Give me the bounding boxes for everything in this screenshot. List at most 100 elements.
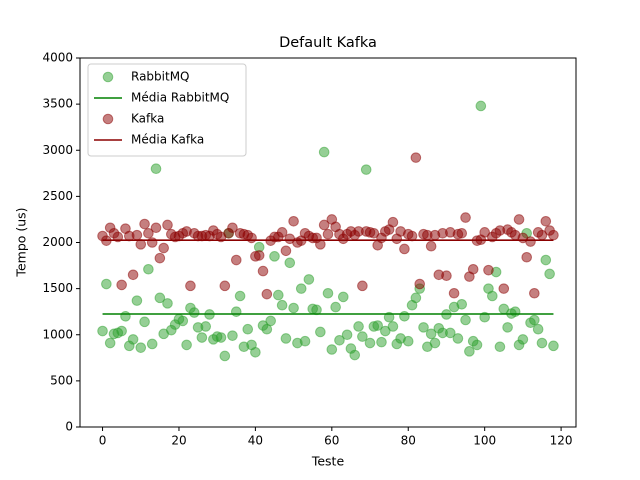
x-tick-label: 80: [401, 434, 416, 448]
x-axis-label: Teste: [311, 454, 345, 469]
x-tick-label: 0: [99, 434, 107, 448]
data-point: [425, 328, 437, 340]
data-point: [418, 322, 429, 333]
data-point: [177, 315, 189, 327]
legend-label: Kafka: [131, 112, 164, 126]
data-point: [467, 263, 479, 275]
data-point: [357, 331, 368, 342]
data-point: [261, 288, 273, 300]
data-point: [387, 216, 399, 228]
data-point: [532, 323, 544, 335]
data-point: [337, 291, 349, 303]
data-point: [456, 299, 468, 310]
data-point: [273, 289, 284, 301]
data-point: [276, 299, 288, 311]
data-point: [276, 227, 288, 238]
data-point: [215, 332, 227, 343]
data-point: [360, 164, 372, 175]
data-point: [150, 222, 162, 234]
data-point: [318, 146, 330, 158]
y-tick-label: 500: [50, 373, 73, 387]
data-point: [544, 268, 555, 280]
data-point: [230, 306, 242, 317]
data-point: [284, 257, 296, 269]
data-point: [380, 325, 391, 337]
data-point: [529, 314, 540, 326]
y-tick-label: 4000: [42, 51, 73, 65]
data-point: [299, 335, 311, 347]
data-point: [253, 250, 265, 261]
y-tick-label: 3500: [42, 97, 73, 111]
data-point: [441, 270, 452, 282]
data-point: [162, 298, 173, 309]
data-point: [341, 329, 353, 341]
data-point: [525, 236, 536, 247]
data-point: [181, 339, 192, 351]
data-point: [548, 229, 559, 241]
data-point: [135, 342, 147, 353]
data-point: [116, 325, 127, 337]
data-point: [200, 321, 212, 332]
data-point: [219, 280, 231, 292]
data-point: [131, 295, 143, 306]
data-point: [131, 229, 143, 241]
data-point: [330, 301, 341, 313]
legend-label: Média RabbitMQ: [131, 91, 229, 105]
data-point: [399, 243, 410, 255]
data-point: [429, 337, 441, 349]
data-point: [288, 302, 299, 314]
data-point: [498, 283, 510, 294]
data-point: [517, 334, 529, 345]
data-point: [425, 240, 437, 252]
data-point: [101, 278, 112, 290]
data-point: [383, 311, 395, 323]
data-point: [318, 219, 330, 231]
data-point: [448, 287, 460, 299]
data-point: [483, 264, 494, 276]
legend-label: RabbitMQ: [131, 70, 190, 84]
y-tick-label: 1500: [42, 281, 73, 295]
data-point: [399, 311, 410, 322]
x-tick-label: 40: [248, 434, 263, 448]
data-point: [288, 215, 299, 227]
data-point: [303, 274, 315, 285]
x-tick-label: 120: [550, 434, 573, 448]
data-point: [139, 316, 150, 328]
data-point: [471, 339, 483, 351]
y-tick-label: 1000: [42, 327, 73, 341]
legend: RabbitMQ Média RabbitMQ Kafka Média Kafka: [87, 63, 247, 157]
data-point: [326, 344, 338, 355]
data-point: [349, 349, 361, 361]
data-point: [536, 337, 548, 349]
data-point: [456, 227, 468, 239]
data-point: [479, 311, 490, 323]
data-point: [521, 251, 533, 263]
data-point: [116, 279, 127, 291]
data-point: [162, 219, 173, 231]
data-point: [402, 335, 414, 347]
data-point: [230, 254, 242, 266]
data-point: [196, 332, 208, 343]
data-point: [410, 152, 422, 163]
data-point: [97, 325, 108, 337]
data-point: [322, 228, 334, 240]
data-point: [127, 334, 139, 345]
data-point: [185, 280, 196, 292]
data-point: [150, 163, 162, 174]
data-point: [315, 326, 326, 338]
data-point: [368, 227, 380, 239]
data-point: [104, 337, 116, 349]
x-tick-label: 20: [171, 434, 186, 448]
legend-box: [87, 63, 247, 157]
data-point: [376, 336, 387, 348]
data-point: [548, 340, 559, 352]
data-point: [460, 212, 471, 223]
chart-title: Default Kafka: [279, 35, 377, 51]
x-tick-label: 60: [324, 434, 339, 448]
data-point: [540, 254, 552, 266]
data-point: [143, 227, 154, 239]
data-point: [146, 338, 158, 350]
data-point: [479, 227, 490, 238]
y-tick-label: 2500: [42, 189, 73, 203]
y-tick-label: 0: [65, 420, 73, 434]
